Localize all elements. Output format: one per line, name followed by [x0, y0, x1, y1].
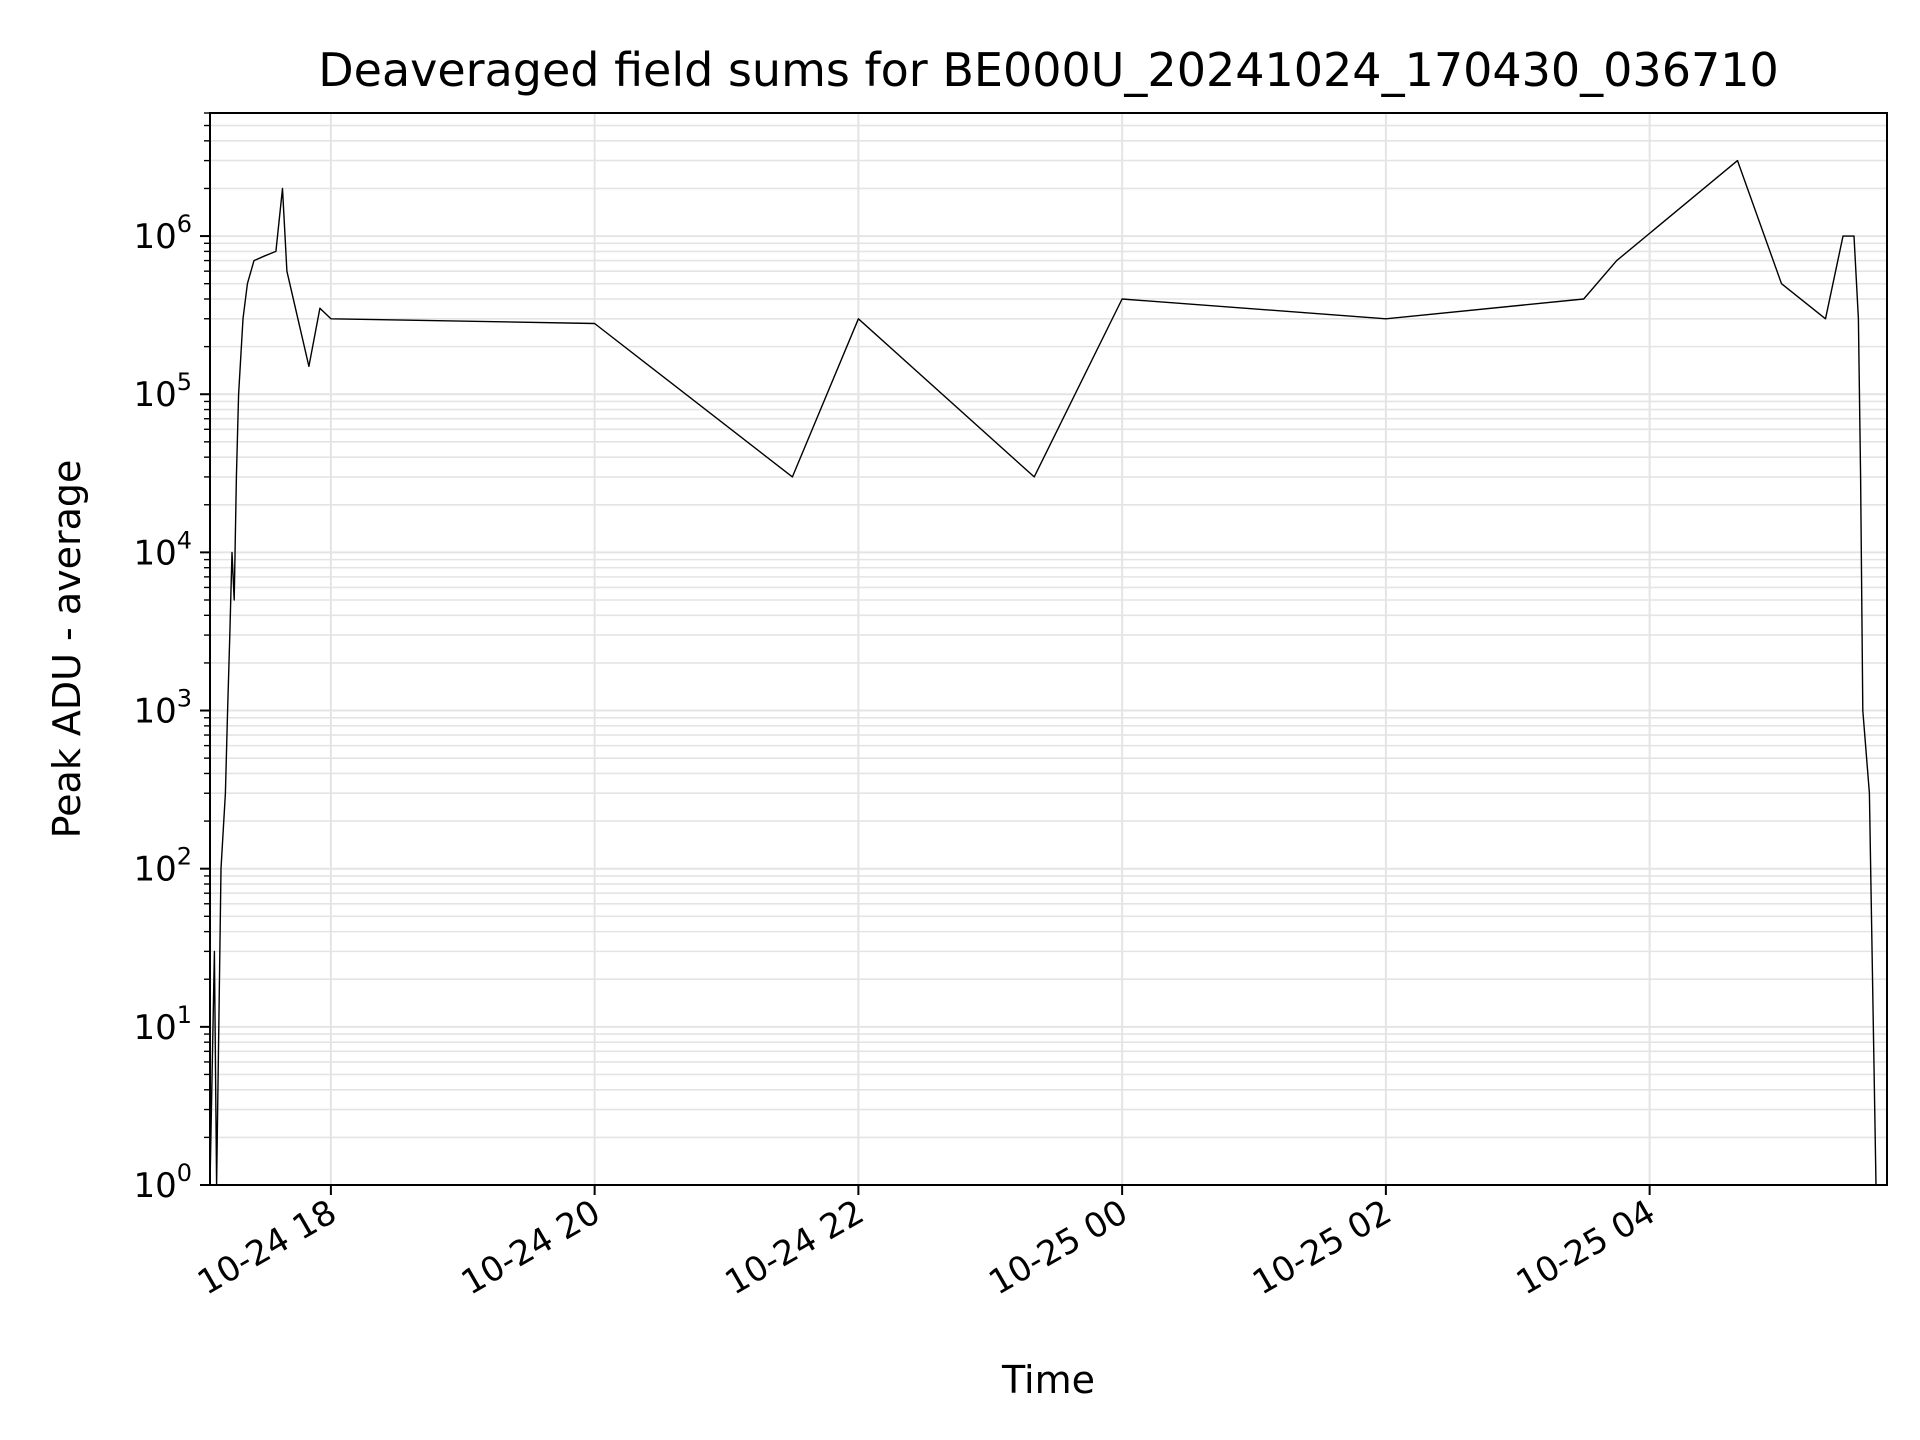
- grid: [210, 112, 1887, 1186]
- y-tick-label: 106: [133, 210, 192, 257]
- y-tick-label: 100: [133, 1159, 192, 1206]
- y-tick-label: 103: [133, 685, 192, 732]
- x-axis-label: Time: [1001, 1358, 1095, 1402]
- plot-area-frame: [209, 112, 1888, 1186]
- y-tick-label: 104: [133, 526, 192, 573]
- series-line: [209, 159, 1877, 1186]
- y-axis-label: Peak ADU - average: [45, 460, 89, 839]
- chart-title: Deaveraged field sums for BE000U_2024102…: [318, 43, 1779, 97]
- y-tick-label: 101: [133, 1001, 192, 1048]
- y-tick-label: 105: [133, 368, 192, 415]
- y-tick-label: 102: [133, 843, 192, 890]
